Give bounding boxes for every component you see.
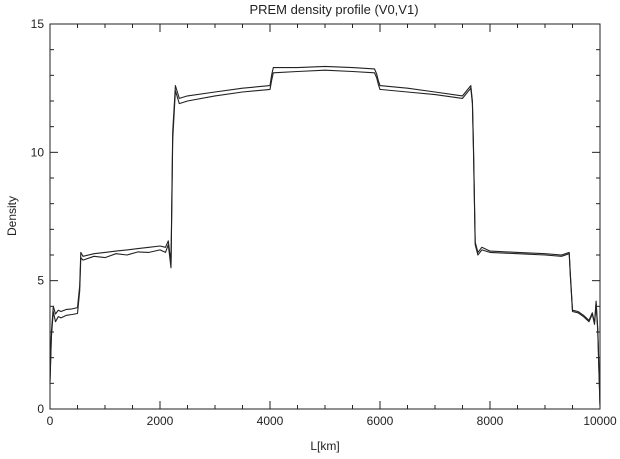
x-tick-label: 0 — [47, 414, 54, 428]
x-axis-label: L[km] — [310, 439, 339, 453]
chart-title: PREM density profile (V0,V1) — [249, 2, 418, 17]
plot-frame — [49, 23, 601, 410]
series-line-0 — [49, 69, 601, 407]
x-tick-label: 10000 — [583, 414, 617, 428]
y-axis-label: Density — [5, 196, 19, 236]
y-tick-label: 5 — [37, 274, 44, 288]
y-tick-label: 0 — [37, 402, 44, 416]
x-tick-label: 6000 — [367, 414, 394, 428]
y-tick-label: 10 — [31, 145, 45, 159]
series-layer — [49, 65, 601, 407]
y-tick-label: 15 — [31, 17, 45, 31]
x-tick-label: 8000 — [477, 414, 504, 428]
series-line-1 — [49, 65, 601, 406]
axis-ticks: 0 2000 4000 6000 8000 10000 0 5 10 15 — [31, 17, 617, 428]
x-tick-label: 2000 — [147, 414, 174, 428]
x-tick-label: 4000 — [257, 414, 284, 428]
